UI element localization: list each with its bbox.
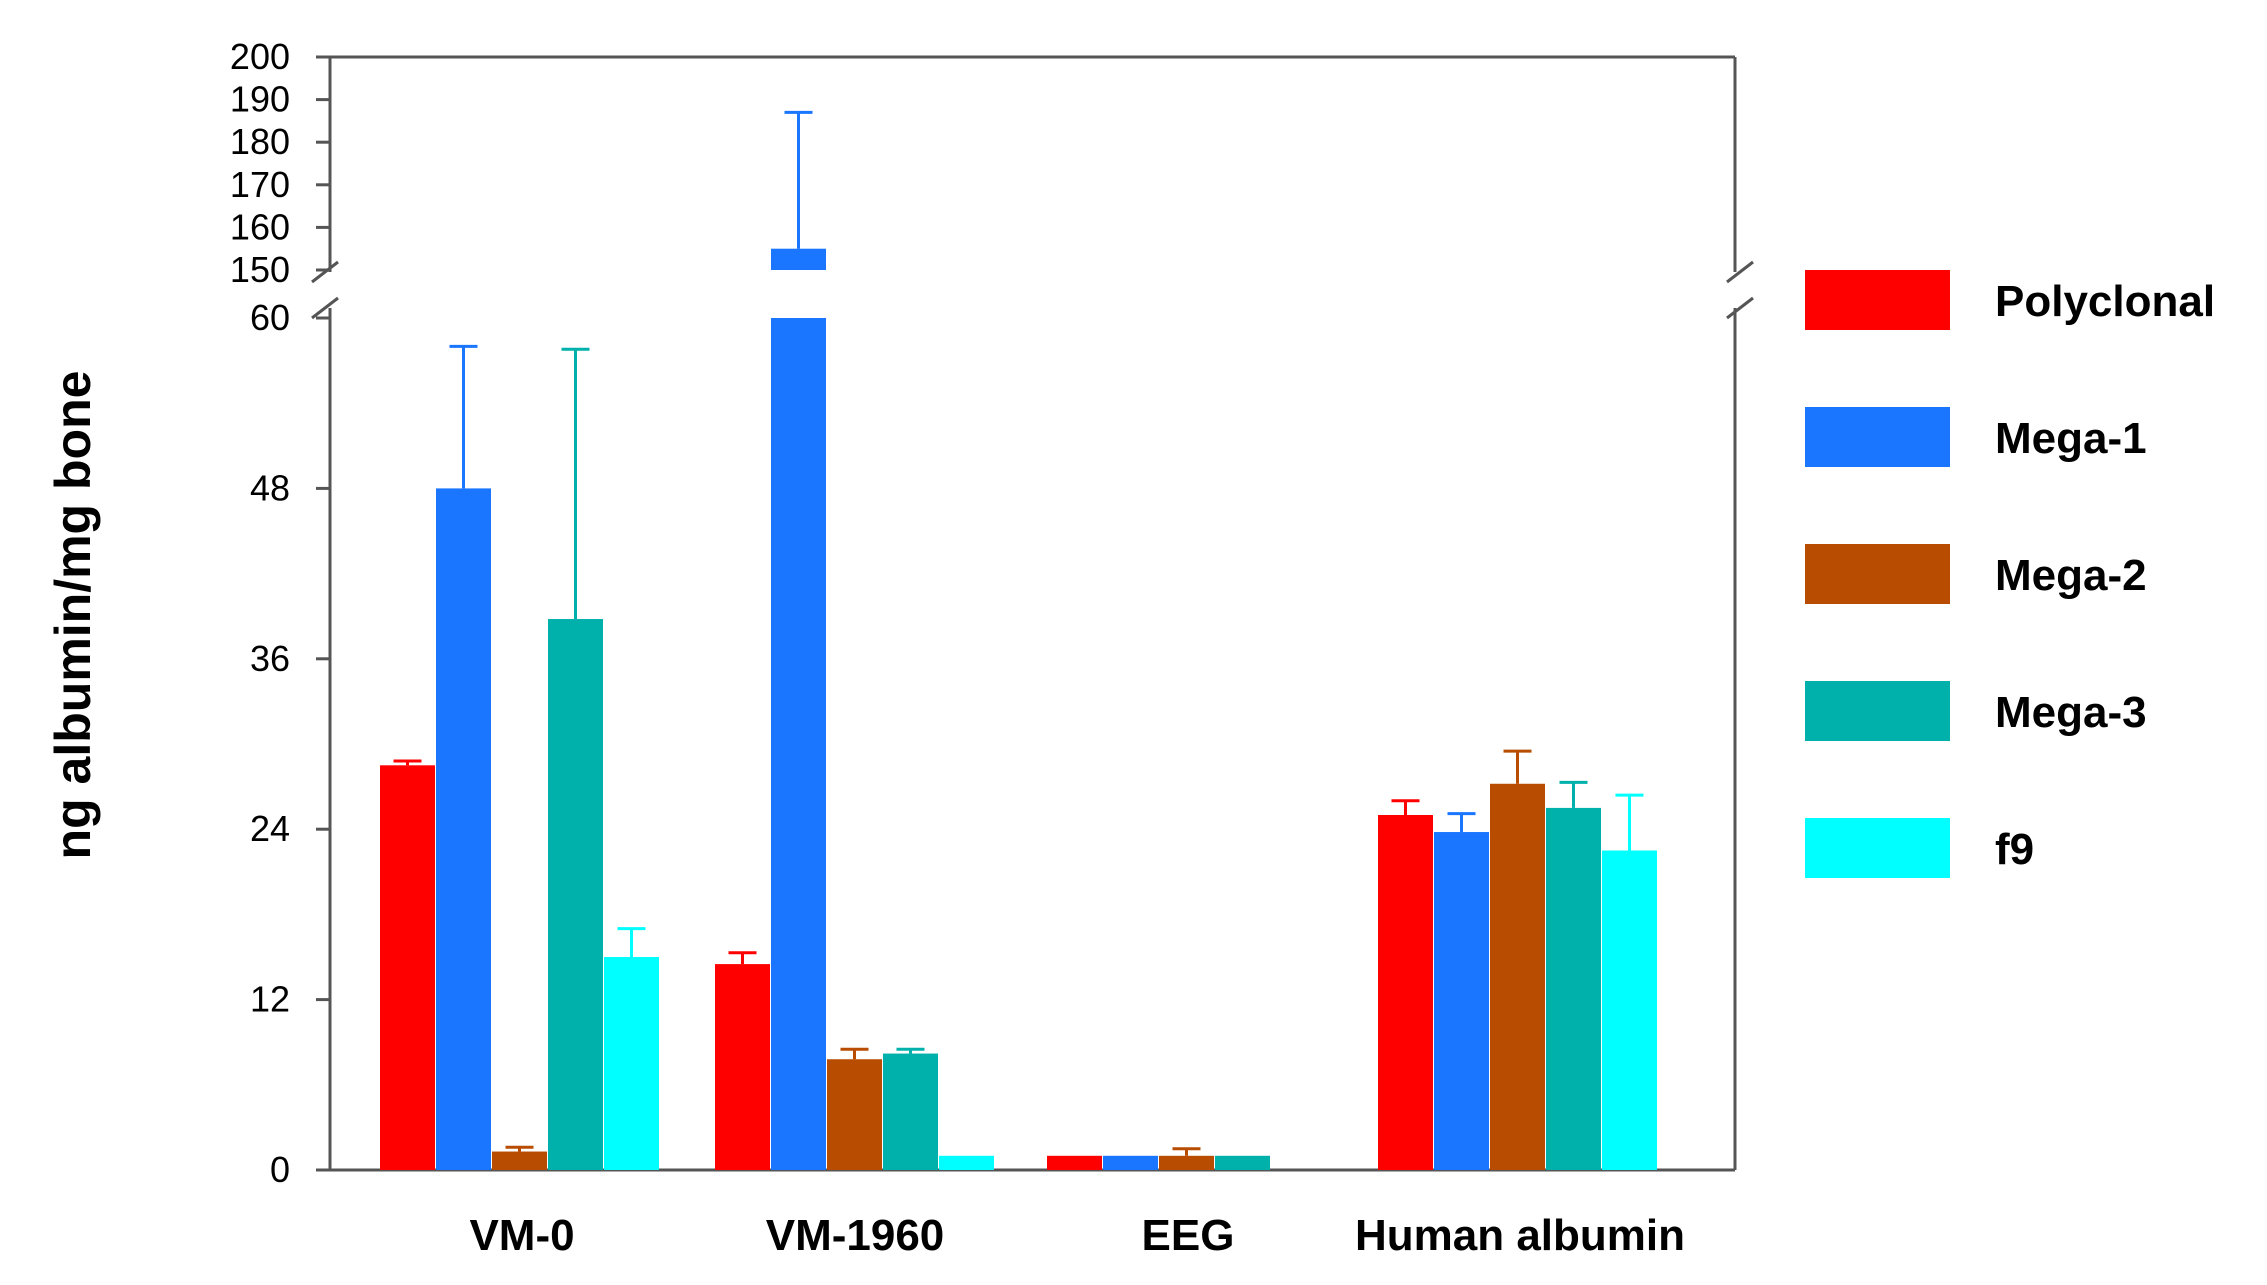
y-tick-label: 36 [250,638,290,679]
bar-upper-mega-1-vm-1960 [771,248,826,270]
bar-mega-2-human-albumin [1490,783,1545,1170]
y-tick-label: 180 [230,121,290,162]
legend-swatch-mega-1 [1805,407,1950,467]
legend-label: f9 [1995,825,2034,874]
bar-mega-1-vm-0 [436,488,491,1170]
y-tick-label: 48 [250,467,290,508]
bar-polyclonal-eeg [1047,1155,1102,1170]
y-tick-label: 150 [230,249,290,290]
y-tick-label: 12 [250,979,290,1020]
bar-f9-vm-0 [604,957,659,1170]
y-tick-label: 190 [230,79,290,120]
axis-break-left-top [311,260,339,284]
x-category-label: EEG [1142,1211,1235,1260]
bar-mega-2-vm-0 [492,1151,547,1170]
bar-mega-3-vm-1960 [883,1053,938,1170]
legend-swatch-mega-2 [1805,544,1950,604]
legend-label: Polyclonal [1995,277,2215,326]
error-bars-group [393,110,1644,1156]
legend-label: Mega-1 [1995,414,2147,463]
bar-mega-2-eeg [1159,1155,1214,1170]
x-category-label: VM-1960 [766,1211,945,1260]
axis-break-left-bottom [311,296,339,320]
y-tick-label: 60 [250,297,290,338]
bar-f9-human-albumin [1602,850,1657,1170]
y-axis-label: ng albumin/mg bone [45,371,101,860]
bar-polyclonal-vm-1960 [715,964,770,1170]
bar-mega-3-eeg [1215,1155,1270,1170]
legend: Polyclonal Mega-1 Mega-2 Mega-3 f9 [1805,270,2215,878]
axis-break-right-top [1726,260,1754,284]
y-tick-label: 24 [250,808,290,849]
x-category-label: VM-0 [469,1211,574,1260]
bar-mega-3-human-albumin [1546,807,1601,1170]
legend-label: Mega-3 [1995,688,2147,737]
bar-mega-3-vm-0 [548,619,603,1170]
legend-label: Mega-2 [1995,551,2147,600]
bar-mega-1-human-albumin [1434,832,1489,1170]
legend-swatch-mega-3 [1805,681,1950,741]
bars-group [380,248,1657,1170]
legend-swatch-polyclonal [1805,270,1950,330]
x-axis-labels: VM-0 VM-1960 EEG Human albumin [469,1211,1685,1260]
x-category-label: Human albumin [1355,1211,1685,1260]
bar-f9-vm-1960 [939,1155,994,1170]
y-tick-label: 0 [270,1149,290,1190]
bar-mega-2-vm-1960 [827,1059,882,1170]
y-tick-label: 200 [230,36,290,77]
bar-polyclonal-human-albumin [1378,815,1433,1170]
axis-break-right-bottom [1726,296,1754,320]
y-tick-label: 160 [230,206,290,247]
bar-mega-1-vm-1960 [771,318,826,1170]
bar-mega-1-eeg [1103,1155,1158,1170]
y-tick-label: 170 [230,164,290,205]
bar-polyclonal-vm-0 [380,765,435,1170]
legend-swatch-f9 [1805,818,1950,878]
